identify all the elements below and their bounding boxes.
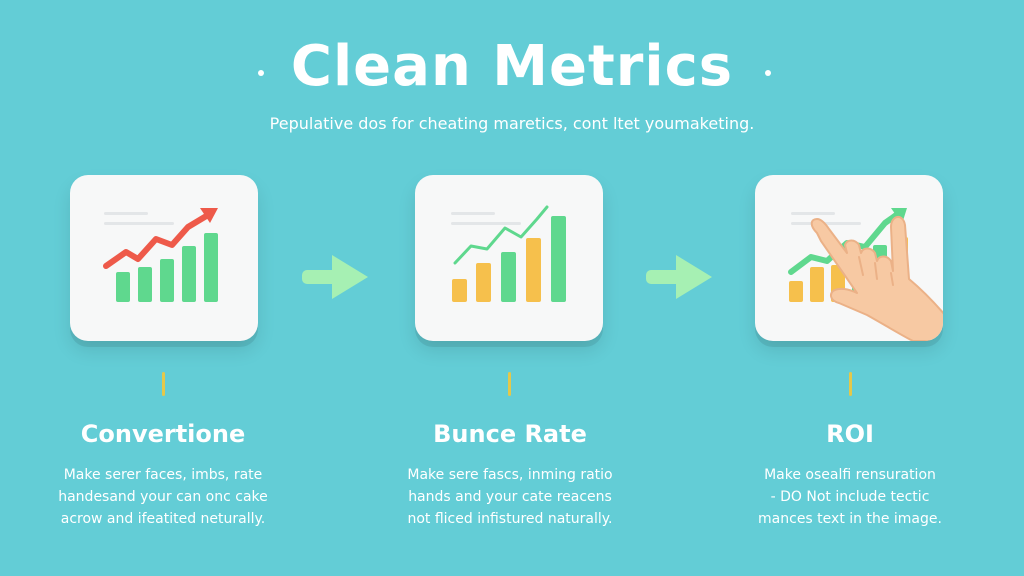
step-description-bounce-rate: Make sere fascs, inming ratio hands and … bbox=[380, 464, 640, 530]
step-connector bbox=[162, 372, 165, 396]
description-line: Make sere fascs, inming ratio bbox=[407, 467, 613, 483]
step-description-conversion: Make serer faces, imbs, rate handesand y… bbox=[33, 464, 293, 530]
page-title: Clean Metrics bbox=[290, 34, 734, 99]
description-line: not fliced infistured naturally. bbox=[407, 511, 613, 527]
rising-bar-chart-icon bbox=[103, 208, 218, 302]
description-line: - DO Not include tectic bbox=[770, 489, 930, 505]
hand-pointing-chart-icon bbox=[788, 208, 943, 341]
metric-card-roi bbox=[755, 175, 943, 341]
page-subtitle: Pepulative dos for cheating maretics, co… bbox=[269, 114, 755, 133]
description-line: acrow and ifeatited neturally. bbox=[60, 511, 266, 527]
step-connector bbox=[508, 372, 511, 396]
arrow-right-icon bbox=[302, 255, 368, 299]
step-title-bounce-rate: Bunce Rate bbox=[433, 420, 587, 448]
metric-card-bounce-rate bbox=[415, 175, 603, 341]
title-dot-right bbox=[765, 70, 771, 76]
title-dot-left bbox=[258, 70, 264, 76]
step-connector bbox=[849, 372, 852, 396]
description-line: handesand your can onc cake bbox=[58, 489, 268, 505]
description-line: Make osealfi rensuration bbox=[764, 467, 936, 483]
description-line: mances text in the image. bbox=[758, 511, 942, 527]
step-title-roi: ROI bbox=[826, 420, 874, 448]
bar-line-chart-icon bbox=[451, 205, 566, 302]
step-title-conversion: Convertione bbox=[80, 420, 246, 448]
arrow-right-icon bbox=[646, 255, 712, 299]
metric-card-conversion bbox=[70, 175, 258, 341]
step-description-roi: Make osealfi rensuration - DO Not includ… bbox=[720, 464, 980, 530]
description-line: Make serer faces, imbs, rate bbox=[63, 467, 263, 483]
description-line: hands and your cate reacens bbox=[408, 489, 612, 505]
